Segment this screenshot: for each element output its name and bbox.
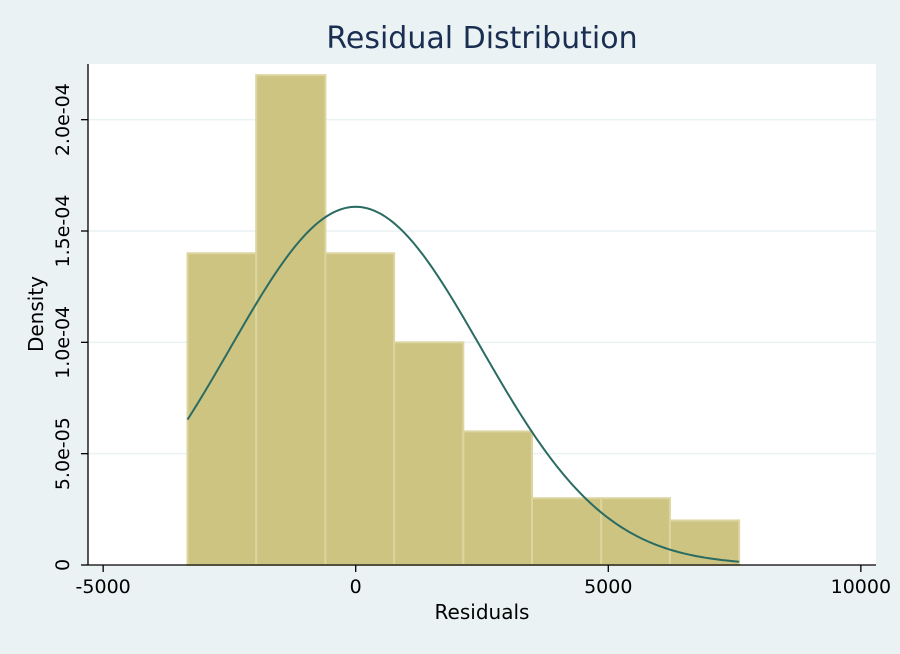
y-tick-label-3: 1.5e-04 — [52, 195, 74, 268]
histogram-bar-2 — [255, 74, 327, 566]
histogram-bar-5 — [462, 430, 534, 566]
y-tick-label-4: 2.0e-04 — [52, 83, 74, 156]
histogram-bar-7 — [600, 497, 671, 567]
x-tick-label-2: 5000 — [584, 576, 632, 598]
y-tick-label-1: 5.0e-05 — [52, 417, 74, 490]
y-axis-ticks: 0 5.0e-05 1.0e-04 1.5e-04 2.0e-04 — [52, 83, 88, 571]
x-tick-label-1: 0 — [350, 576, 362, 598]
histogram-bar-1 — [186, 252, 258, 566]
y-axis-title: Density — [24, 276, 48, 352]
histogram-bar-6 — [531, 497, 603, 567]
normal-density-curve — [186, 205, 740, 563]
y-tick-label-2: 1.0e-04 — [52, 306, 74, 379]
histogram-bar-3 — [324, 252, 396, 566]
x-axis-ticks: -5000 0 5000 10000 — [76, 565, 891, 598]
y-tick-label-0: 0 — [52, 559, 74, 571]
chart-title: Residual Distribution — [326, 21, 637, 56]
x-tick-label-0: -5000 — [76, 576, 131, 598]
histogram-bar-4 — [393, 341, 465, 567]
x-tick-label-3: 10000 — [831, 576, 891, 598]
x-axis-title: Residuals — [435, 600, 530, 624]
